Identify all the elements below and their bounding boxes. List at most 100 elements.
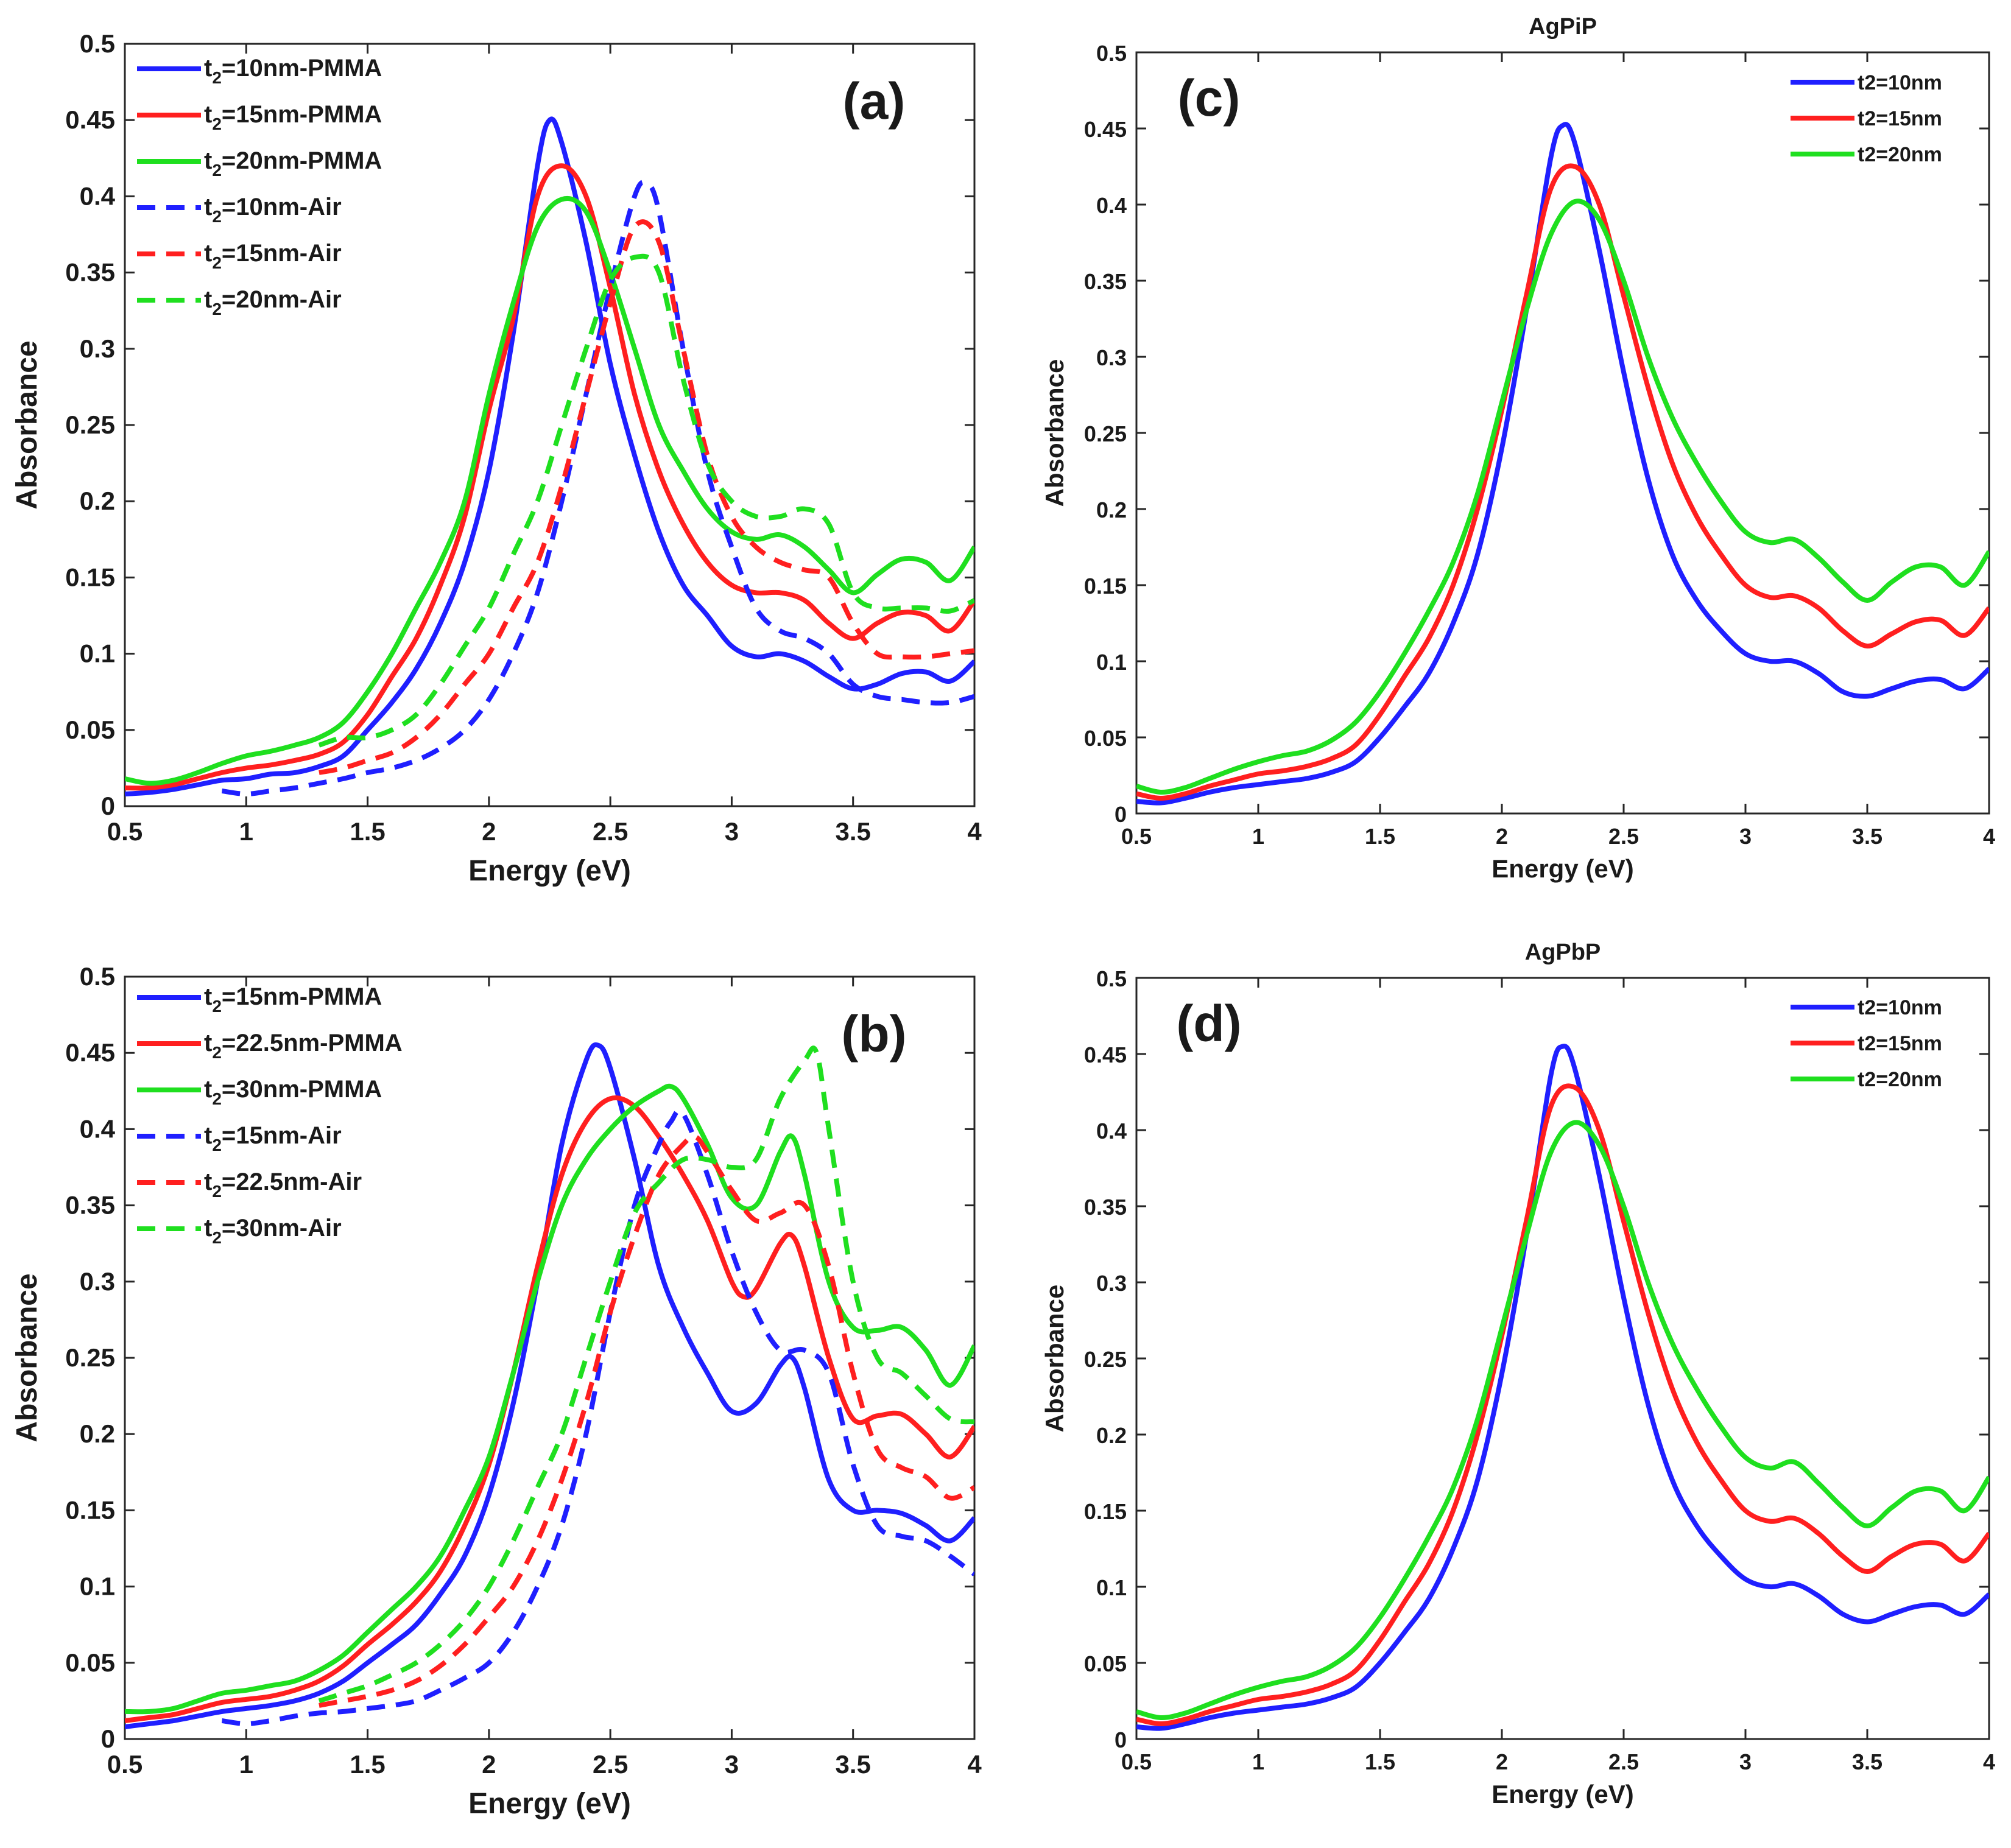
legend-label-main: t [204, 1030, 212, 1056]
legend-label-sub: 2 [212, 207, 222, 226]
series-line-2 [1136, 1083, 1989, 1726]
legend-label-main: t [204, 1076, 212, 1103]
legend-label-sub: 2 [212, 114, 222, 133]
legend-label: t2=20nm-PMMA [204, 147, 382, 180]
series-group [125, 1042, 974, 1729]
legend-label-sub: 2 [212, 68, 222, 87]
legend-label: t2=15nm-Air [204, 240, 342, 272]
legend-label-rest: =30nm-Air [222, 1215, 342, 1242]
y-tick-label: 0.15 [1084, 1499, 1127, 1524]
legend-entry: t2=10nm-PMMA [137, 55, 382, 87]
x-tick-label: 2.5 [1608, 824, 1639, 849]
y-axis-label: Absorbance [1040, 1285, 1069, 1433]
legend-label-rest: =22.5nm-Air [222, 1168, 362, 1195]
x-axis-label: Energy (eV) [1492, 854, 1633, 883]
y-tick-label: 0.05 [1084, 726, 1127, 751]
panel-b: 0.5 1 1.5 2 2.5 3 3.5 4 0 0.05 0.1 0.15 0.2 0.25 0.3 0.… [11, 962, 982, 1820]
chart-title: AgPiP [1529, 14, 1597, 40]
series-line-2 [1136, 163, 1989, 801]
y-tick-label: 0.25 [1084, 1347, 1127, 1372]
series-group [1136, 1044, 1989, 1731]
x-tick-label: 2 [1496, 824, 1508, 849]
x-tick-label: 1 [239, 1750, 253, 1779]
legend-label: t2=10nm-PMMA [204, 55, 382, 87]
legend-entry: t2=20nm [1791, 143, 1942, 166]
x-tick-label: 3 [1739, 1749, 1752, 1774]
x-tick-label: 0.5 [107, 1750, 143, 1779]
y-tick-label: 0.25 [65, 410, 115, 439]
x-tick-label: 4 [1983, 824, 1995, 849]
y-tick-label: 0.5 [1096, 41, 1127, 66]
series-line-1 [125, 1042, 974, 1729]
y-tick-label: 0.4 [80, 181, 116, 210]
legend-label-main: t [204, 101, 212, 128]
legend-label-main: t2=10nm [1858, 71, 1942, 94]
x-tick-label: 4 [1983, 1749, 1995, 1774]
x-axis-label: Energy (eV) [468, 855, 631, 887]
series-line-5 [319, 219, 974, 775]
legend-entry: t2=15nm-PMMA [137, 101, 382, 133]
y-tick-label: 0.05 [65, 715, 115, 744]
series-line-1 [1136, 1044, 1989, 1731]
legend-entry: t2=15nm [1791, 1032, 1942, 1055]
series-line-3 [1136, 1120, 1989, 1721]
x-tick-label: 1 [239, 817, 253, 846]
legend-label: t2=30nm-PMMA [204, 1076, 382, 1108]
x-axis-label: Energy (eV) [1492, 1780, 1633, 1808]
x-tick-label: 1 [1252, 824, 1264, 849]
series-line-5 [319, 1134, 974, 1708]
panel-d: 0.5 1 1.5 2 2.5 3 3.5 4 0 0.05 0.1 0.15 0.2 0.25 0.3 0.… [1040, 940, 1995, 1808]
y-tick-label: 0.1 [80, 1572, 115, 1601]
y-tick-label: 0.45 [65, 105, 115, 134]
panel-a: 0.5 1 1.5 2 2.5 3 3.5 4 0 0.05 0.1 0.15 0.2 0.25 0.3 0.… [11, 29, 982, 887]
x-tick-label: 2.5 [1608, 1749, 1639, 1774]
legend-label-main: t2=15nm [1858, 1032, 1942, 1055]
x-tick-label: 0.5 [1121, 1749, 1152, 1774]
panel-tag: (c) [1178, 69, 1241, 127]
x-tick-label: 3 [725, 817, 739, 846]
x-tick-label: 3 [725, 1750, 739, 1779]
legend-label-rest: =20nm-PMMA [222, 147, 382, 174]
x-tick-label: 3.5 [1852, 824, 1882, 849]
legend-label: t2=20nm [1858, 143, 1942, 166]
legend-label-sub: 2 [212, 997, 222, 1016]
legend-label-main: t [204, 147, 212, 174]
x-tick-label: 0.5 [107, 817, 143, 846]
y-tick-label: 0.45 [1084, 117, 1127, 142]
panel-tag: (a) [843, 72, 906, 130]
y-tick-label: 0.45 [65, 1038, 115, 1067]
plot-area-d [1135, 977, 1990, 1740]
x-tick-label: 1.5 [1365, 824, 1395, 849]
series-line-2 [125, 1095, 974, 1723]
legend-label-rest: =15nm-PMMA [222, 983, 382, 1010]
y-tick-label: 0.35 [1084, 269, 1127, 294]
panel-tag: (d) [1176, 995, 1241, 1052]
legend-entry: t2=22.5nm-PMMA [137, 1030, 403, 1062]
series-line-6 [318, 253, 974, 748]
legend-entry: t2=15nm-Air [137, 240, 342, 272]
x-tick-label: 2 [482, 1750, 496, 1779]
legend-label: t2=22.5nm-Air [204, 1168, 362, 1201]
y-tick-label: 0.15 [1084, 574, 1127, 599]
y-tick-label: 0.15 [65, 563, 115, 591]
y-tick-label: 0.25 [1084, 421, 1127, 446]
legend-label: t2=15nm-PMMA [204, 983, 382, 1016]
x-tick-label: 1.5 [350, 1750, 385, 1779]
x-tick-label: 3.5 [1852, 1749, 1882, 1774]
y-tick-label: 0.05 [65, 1648, 115, 1677]
x-tick-label: 2 [482, 817, 496, 846]
y-tick-label: 0.5 [1096, 966, 1127, 991]
y-tick-label: 0.05 [1084, 1651, 1127, 1676]
x-tick-label: 3 [1739, 824, 1752, 849]
y-tick-label: 0.4 [1096, 1119, 1127, 1144]
legend-label-rest: =10nm-Air [222, 194, 342, 220]
legend-label: t2=20nm-Air [204, 286, 342, 318]
series-line-4 [221, 1108, 974, 1726]
series-line-3 [1136, 199, 1989, 795]
legend-entry: t2=10nm-Air [137, 194, 342, 226]
series-group [125, 116, 974, 796]
x-tick-label: 4 [967, 1750, 982, 1779]
legend-label-main: t [204, 1215, 212, 1242]
legend-label-main: t2=10nm [1858, 996, 1942, 1019]
legend-entry: t2=30nm-PMMA [137, 1076, 382, 1108]
